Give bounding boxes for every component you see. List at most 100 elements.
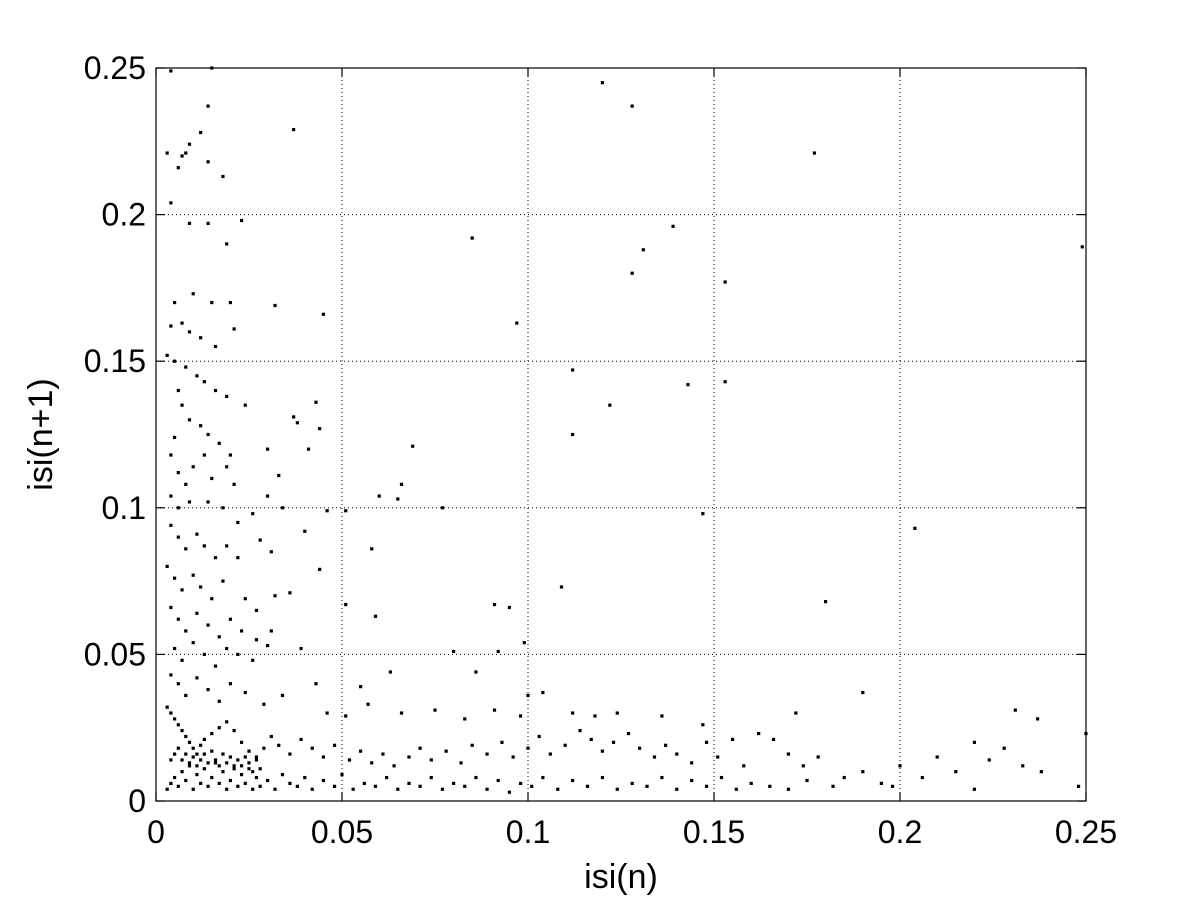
data-point [1013,708,1017,712]
data-point [228,617,232,621]
data-point [600,749,604,753]
data-point [258,784,262,788]
data-point [362,781,366,786]
data-point [202,752,206,756]
data-point [228,300,232,305]
data-point [191,573,195,577]
data-point [247,761,251,765]
data-point [184,547,188,551]
data-points [165,66,1088,794]
data-point [734,787,738,791]
data-point [701,512,705,516]
data-point [243,755,247,759]
data-point [195,764,199,768]
data-point [213,388,218,393]
data-point [221,174,225,179]
data-point [474,775,478,780]
data-point [556,787,560,791]
data-point [225,394,229,398]
data-point [187,330,192,334]
data-point [898,764,902,768]
data-point [213,556,218,560]
data-point [236,520,240,525]
data-point [180,758,184,762]
data-point [221,506,225,510]
data-point [526,746,530,750]
data-point [210,749,214,753]
data-point [719,775,724,780]
data-point [757,731,761,736]
data-point [1036,717,1040,721]
data-point [411,444,415,448]
data-point [165,564,169,569]
data-point [266,644,270,648]
data-point [723,280,727,284]
data-point [202,737,206,742]
data-point [228,682,232,686]
data-point [325,711,329,715]
data-point [202,544,206,548]
data-point [236,652,240,656]
tick-marks [155,67,1087,802]
data-point [213,761,218,765]
data-point [913,526,917,530]
data-point [1076,784,1081,788]
data-point [195,532,199,536]
data-point [611,740,616,744]
data-point [262,702,266,706]
data-point [359,685,363,689]
x-tick-labels: 0 0.05 0.1 0.15 0.2 0.25 [147,814,1117,850]
data-point [321,312,325,316]
data-point [206,221,210,225]
data-point [210,775,214,780]
data-point [213,664,218,668]
data-point [176,388,180,393]
data-point [332,784,337,788]
data-point [418,784,422,788]
data-point [660,775,664,780]
data-point [169,324,173,328]
data-point [429,775,433,780]
data-point [288,781,292,786]
data-point [511,755,515,759]
data-point [485,787,489,791]
data-point [206,432,210,437]
data-point [831,784,835,788]
data-point [440,787,445,791]
data-point [191,292,195,296]
data-point [816,755,820,759]
data-point [247,749,251,753]
y-tick-label: 0 [128,783,146,819]
data-point [187,764,192,768]
data-point [920,775,924,780]
data-point [325,509,329,513]
data-point [232,482,236,486]
data-point [180,588,184,592]
data-point [180,321,184,325]
data-point [381,752,385,756]
data-point [418,746,422,750]
data-point [407,755,411,759]
data-point [195,611,199,615]
data-point [221,579,225,583]
x-tick-label: 0.1 [506,814,550,850]
data-point [254,638,259,642]
data-point [548,752,552,756]
data-point [861,770,865,774]
data-point [288,591,292,595]
data-point [169,494,173,498]
data-point [239,764,244,768]
data-point [321,755,325,759]
data-point [243,690,247,695]
data-point [269,734,273,739]
data-point [500,740,504,744]
data-point [184,151,188,155]
data-point [630,104,634,108]
data-point [273,303,277,308]
data-point [630,271,634,275]
data-point [340,773,344,777]
data-point [786,752,790,756]
data-point [165,353,169,357]
data-point [373,784,378,788]
data-point [169,781,173,786]
